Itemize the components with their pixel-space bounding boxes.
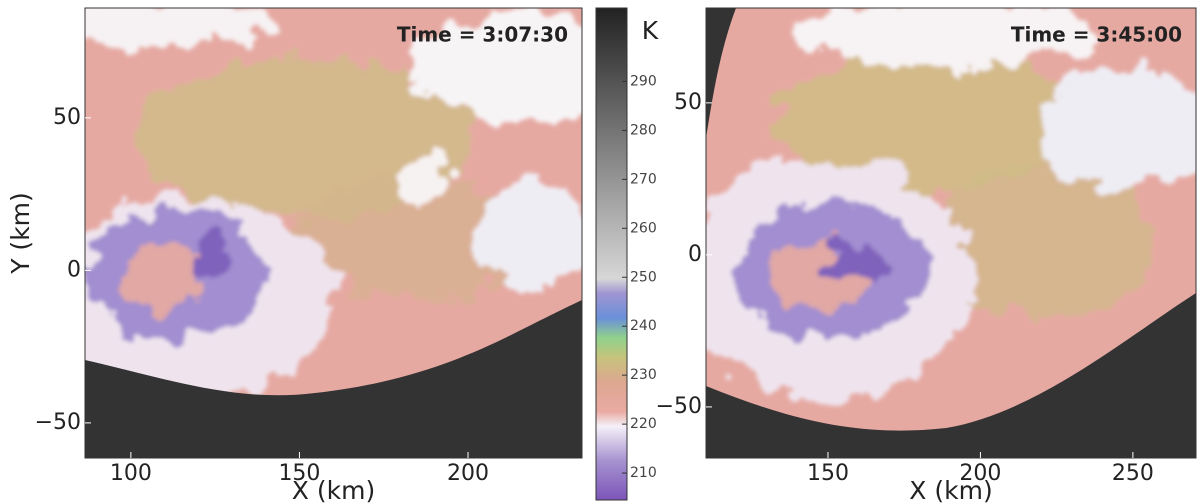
x-tick-label: 200 bbox=[959, 461, 1001, 486]
y-axis-label: Y (km) bbox=[6, 192, 35, 275]
y-tick-label: −50 bbox=[656, 394, 702, 419]
colorbar-label: K bbox=[642, 16, 659, 45]
colorbar bbox=[595, 7, 628, 501]
time-annotation: Time = 3:07:30 bbox=[397, 23, 568, 47]
x-tick-label: 100 bbox=[110, 461, 152, 486]
y-tick-label: 0 bbox=[67, 257, 81, 282]
colorbar-tick-label: 240 bbox=[630, 318, 657, 334]
colorbar-tick-label: 260 bbox=[630, 220, 657, 236]
y-tick-label: 0 bbox=[688, 242, 702, 267]
x-tick-label: 200 bbox=[447, 461, 489, 486]
heatmap-right bbox=[706, 8, 1196, 458]
y-tick-label: 50 bbox=[674, 90, 702, 115]
plot-frame bbox=[705, 7, 1197, 459]
colorbar-tick-label: 210 bbox=[630, 465, 657, 481]
plot-frame bbox=[84, 7, 583, 459]
time-annotation: Time = 3:45:00 bbox=[1011, 23, 1182, 47]
x-tick-label: 150 bbox=[278, 461, 320, 486]
colorbar-tick-label: 270 bbox=[630, 171, 657, 187]
colorbar-tick-label: 290 bbox=[630, 73, 657, 89]
x-axis-label: X (km) bbox=[909, 476, 992, 504]
y-tick-label: −50 bbox=[35, 410, 81, 435]
colorbar-tick-label: 280 bbox=[630, 122, 657, 138]
heatmap-left bbox=[85, 8, 582, 458]
x-axis-label: X (km) bbox=[292, 476, 375, 504]
x-tick-label: 250 bbox=[1112, 461, 1154, 486]
x-tick-label: 150 bbox=[807, 461, 849, 486]
colorbar-tick-label: 220 bbox=[630, 416, 657, 432]
colorbar-tick-label: 230 bbox=[630, 367, 657, 383]
colorbar-tick-label: 250 bbox=[630, 269, 657, 285]
y-tick-label: 50 bbox=[53, 105, 81, 130]
